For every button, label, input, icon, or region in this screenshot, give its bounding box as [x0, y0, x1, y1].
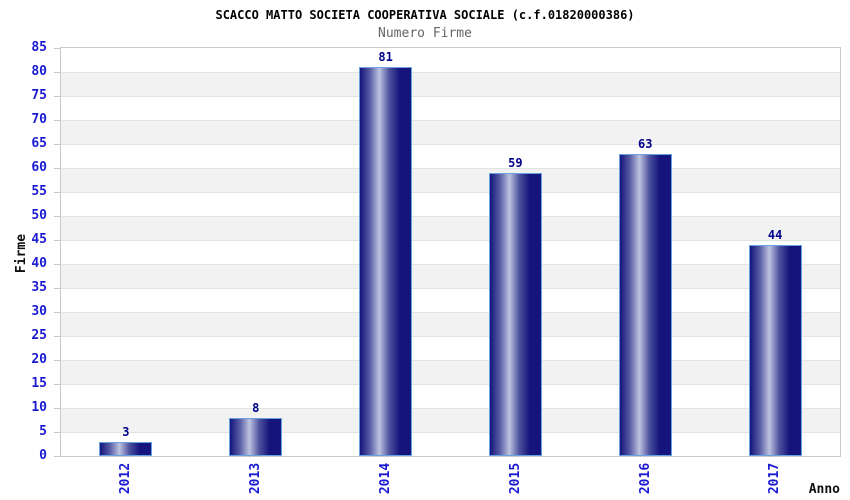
bar-value-label: 44: [767, 227, 783, 242]
y-tick-label-50: 50: [31, 208, 47, 223]
y-tick-label-10: 10: [31, 400, 47, 415]
plot-band: [61, 288, 840, 312]
y-tick-label-0: 0: [39, 448, 47, 463]
x-tick-label-2015: 2015: [494, 458, 536, 498]
y-tick-label-65: 65: [31, 136, 47, 151]
x-tick-text: 2015: [507, 462, 523, 494]
bar-value-label: 8: [252, 400, 260, 415]
plot-band: [61, 336, 840, 360]
x-tick-text: 2012: [118, 462, 134, 494]
x-tick-label-2017: 2017: [754, 458, 796, 498]
y-tick-mark: [54, 432, 60, 433]
y-tick-mark: [54, 288, 60, 289]
plot-band: [61, 96, 840, 120]
plot-band: [61, 168, 840, 192]
bar-2012: [99, 441, 153, 456]
x-tick-label-2016: 2016: [624, 458, 666, 498]
chart-subtitle: Numero Firme: [378, 26, 472, 41]
y-tick-label-25: 25: [31, 328, 47, 343]
plot-band: [61, 72, 840, 96]
x-tick-label-2013: 2013: [235, 458, 277, 498]
y-tick-mark: [54, 144, 60, 145]
x-axis-title: Anno: [808, 482, 840, 497]
y-tick-mark: [54, 360, 60, 361]
y-tick-mark: [54, 96, 60, 97]
x-tick-text: 2014: [378, 462, 394, 494]
y-tick-mark: [54, 168, 60, 169]
bar-value-label: 59: [508, 155, 523, 170]
y-tick-mark: [54, 216, 60, 217]
plot-band: [61, 360, 840, 384]
y-tick-label-45: 45: [31, 232, 47, 247]
y-tick-label-85: 85: [31, 40, 47, 55]
plot-area: 3 8 81 59 63 44: [60, 47, 841, 457]
x-tick-label-2012: 2012: [105, 458, 147, 498]
y-tick-mark: [54, 264, 60, 265]
plot-band: [61, 264, 840, 288]
plot-band: [61, 408, 840, 432]
x-tick-text: 2016: [637, 462, 653, 494]
y-tick-mark: [54, 48, 60, 49]
y-tick-mark: [54, 192, 60, 193]
plot-band: [61, 384, 840, 408]
x-tick-text: 2013: [248, 462, 264, 494]
y-tick-label-20: 20: [31, 352, 47, 367]
y-tick-label-80: 80: [31, 64, 47, 79]
y-tick-label-15: 15: [31, 376, 47, 391]
plot-band: [61, 120, 840, 144]
y-tick-mark: [54, 72, 60, 73]
plot-band: [61, 216, 840, 240]
x-tick-text: 2017: [767, 462, 783, 494]
y-tick-label-70: 70: [31, 112, 47, 127]
y-tick-label-60: 60: [31, 160, 47, 175]
plot-band: [61, 48, 840, 72]
plot-band: [61, 192, 840, 216]
plot-band: [61, 240, 840, 264]
bar-value-label: 3: [122, 424, 130, 439]
chart-title: SCACCO MATTO SOCIETA COOPERATIVA SOCIALE…: [215, 8, 635, 22]
y-tick-label-75: 75: [31, 88, 47, 103]
y-tick-mark: [54, 120, 60, 121]
y-tick-mark: [54, 336, 60, 337]
bar-value-label: 63: [638, 136, 653, 151]
y-tick-mark: [54, 456, 60, 457]
x-tick-label-2014: 2014: [365, 458, 407, 498]
y-tick-mark: [54, 312, 60, 313]
y-tick-mark: [54, 240, 60, 241]
bar-2014: [359, 67, 413, 456]
plot-band: [61, 432, 840, 456]
bar-value-label: 81: [378, 50, 393, 65]
y-tick-mark: [54, 408, 60, 409]
y-tick-label-40: 40: [31, 256, 47, 271]
y-tick-label-5: 5: [39, 424, 47, 439]
plot-band: [61, 312, 840, 336]
bar-2016: [618, 153, 672, 456]
y-tick-mark: [54, 384, 60, 385]
y-tick-label-35: 35: [31, 280, 47, 295]
bar-2017: [748, 244, 802, 456]
bar-2015: [488, 172, 542, 456]
plot-band: [61, 144, 840, 168]
bar-2013: [229, 417, 283, 456]
y-tick-label-55: 55: [31, 184, 47, 199]
y-tick-label-30: 30: [31, 304, 47, 319]
